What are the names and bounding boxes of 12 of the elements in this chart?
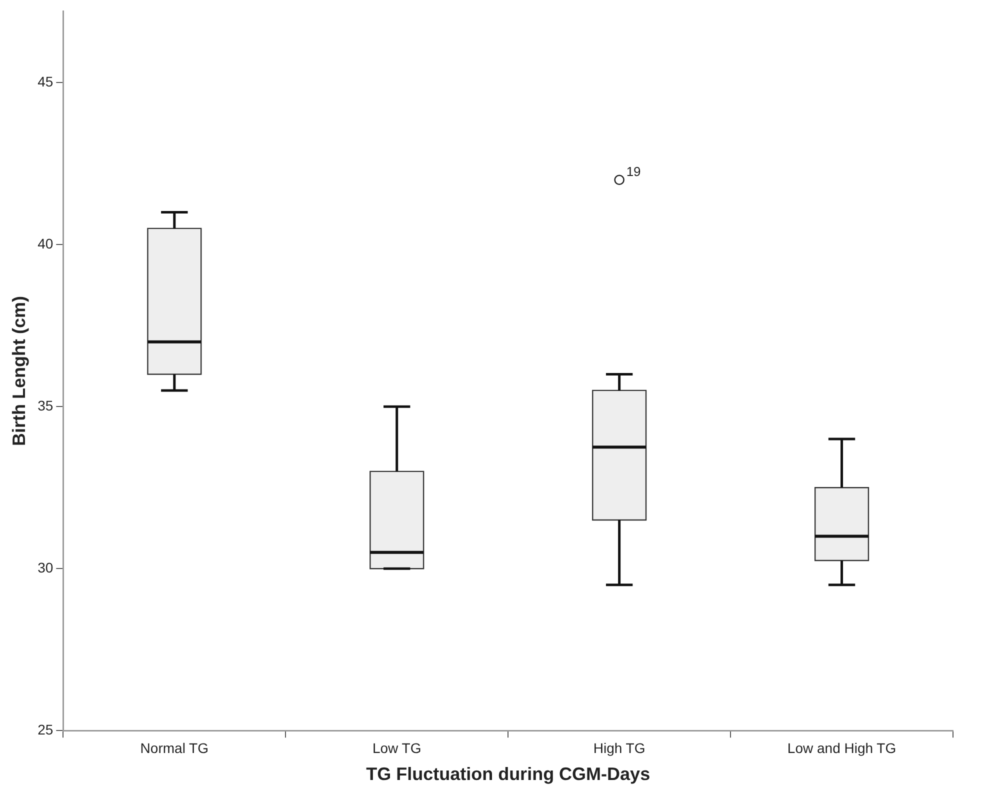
y-tick-label: 40 xyxy=(38,236,54,252)
y-tick-label: 30 xyxy=(38,559,54,576)
y-tick-label: 45 xyxy=(38,74,54,90)
x-tick-label: Normal TG xyxy=(140,740,208,756)
y-axis-title: Birth Lenght (cm) xyxy=(8,296,29,446)
x-tick-label: High TG xyxy=(593,740,646,756)
x-tick-label: Low and High TG xyxy=(787,740,896,756)
x-axis-title: TG Fluctuation during CGM-Days xyxy=(366,764,650,784)
x-tick-label: Low TG xyxy=(372,740,422,756)
y-tick-label: 25 xyxy=(38,721,54,738)
annotation: 19 xyxy=(626,164,641,179)
y-tick-label: 35 xyxy=(38,397,54,414)
